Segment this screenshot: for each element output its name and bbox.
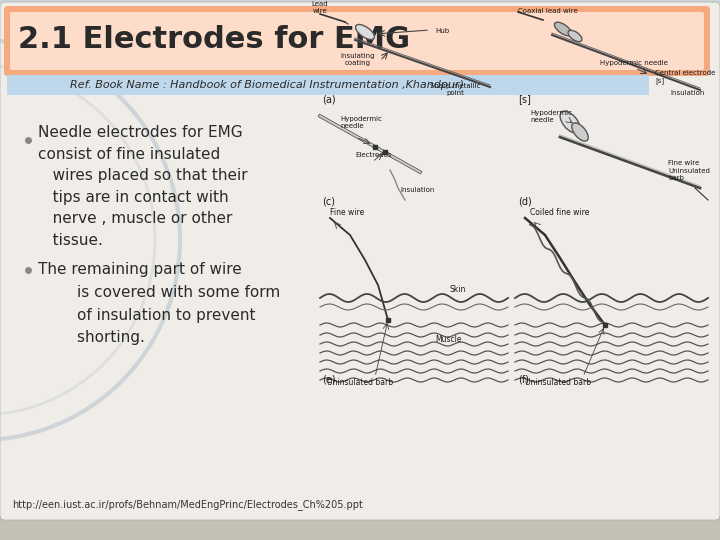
Text: Ref. Book Name : Handbook of Biomedical Instrumentation ,Khandpur): Ref. Book Name : Handbook of Biomedical … <box>70 80 464 90</box>
Text: (d): (d) <box>518 197 532 207</box>
Text: Uninsulated
barb: Uninsulated barb <box>668 168 710 181</box>
Text: Insulating
coating: Insulating coating <box>341 53 375 66</box>
Text: Hypodermic
needle: Hypodermic needle <box>530 110 572 123</box>
FancyBboxPatch shape <box>7 75 649 95</box>
Text: http://een.iust.ac.ir/profs/Behnam/MedEngPrinc/Electrodes_Ch%205.ppt: http://een.iust.ac.ir/profs/Behnam/MedEn… <box>12 499 363 510</box>
Text: Central electrode
[s]: Central electrode [s] <box>655 70 716 84</box>
Ellipse shape <box>356 24 374 39</box>
Ellipse shape <box>568 30 582 42</box>
Text: Hypodermic needle: Hypodermic needle <box>600 60 668 66</box>
Bar <box>0 220 720 540</box>
Text: (a): (a) <box>322 94 336 104</box>
Ellipse shape <box>560 111 580 133</box>
FancyBboxPatch shape <box>0 2 720 520</box>
Text: Electrodes: Electrodes <box>355 152 392 158</box>
Text: Fine wire: Fine wire <box>668 160 699 166</box>
FancyBboxPatch shape <box>4 6 710 76</box>
Bar <box>0 0 720 240</box>
Text: Insulation: Insulation <box>400 187 434 193</box>
Text: Coiled fine wire: Coiled fine wire <box>530 208 590 217</box>
Text: Muscle: Muscle <box>435 335 462 344</box>
Ellipse shape <box>554 22 572 36</box>
Text: Needle electrodes for EMG
consist of fine insulated
   wires placed so that thei: Needle electrodes for EMG consist of fin… <box>38 125 248 248</box>
Text: Coaxial lead wire: Coaxial lead wire <box>518 8 577 14</box>
Text: Fine wire: Fine wire <box>330 208 364 217</box>
Text: The remaining part of wire
        is covered with some form
        of insulati: The remaining part of wire is covered wi… <box>38 262 280 346</box>
Text: Sharp metallic
point: Sharp metallic point <box>430 83 480 96</box>
Text: Uninsulated barb: Uninsulated barb <box>327 378 393 387</box>
Text: Hub: Hub <box>435 28 449 34</box>
Text: 2.1 Electrodes for EMG: 2.1 Electrodes for EMG <box>18 25 410 55</box>
FancyBboxPatch shape <box>10 12 704 70</box>
Text: (c): (c) <box>322 197 335 207</box>
Ellipse shape <box>572 123 588 141</box>
Text: Uninsulated barb: Uninsulated barb <box>525 378 591 387</box>
Text: (f): (f) <box>518 374 529 384</box>
Text: Hypodermic
needle: Hypodermic needle <box>340 116 382 129</box>
Text: Insulation: Insulation <box>670 90 704 96</box>
Text: [s]: [s] <box>518 94 531 104</box>
Text: (e): (e) <box>322 374 336 384</box>
Text: Skin: Skin <box>450 285 467 294</box>
Text: Lead
wire: Lead wire <box>312 1 328 14</box>
